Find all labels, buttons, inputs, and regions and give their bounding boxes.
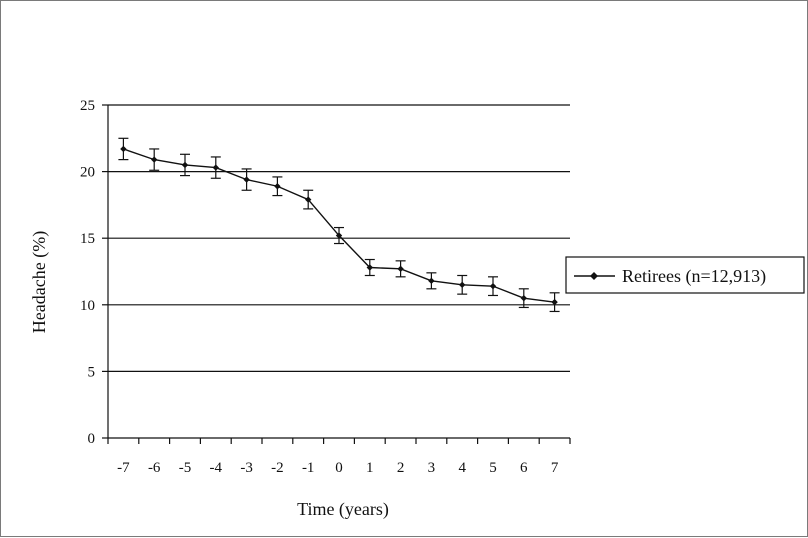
y-tick-label-0: 0 [88, 431, 96, 447]
data-point-marker [551, 298, 558, 306]
x-tick-label--2: -2 [271, 460, 284, 476]
axes [107, 105, 570, 439]
y-tick-label-15: 15 [80, 231, 95, 247]
x-tick-label--6: -6 [148, 460, 161, 476]
x-tick-label--7: -7 [117, 460, 130, 476]
data-point-marker [151, 156, 158, 163]
data-point-marker [212, 164, 219, 171]
x-tick-label-4: 4 [458, 460, 466, 476]
data-point-marker [120, 145, 127, 153]
data-point-marker [243, 176, 250, 183]
y-tick-label-5: 5 [88, 364, 96, 380]
y-axis-label: Headache (%) [29, 231, 50, 333]
data-point-marker [181, 161, 189, 169]
x-tick-label--1: -1 [302, 460, 315, 476]
y-ticks: 0 5 10 15 20 25 [80, 98, 108, 447]
data-point-marker [366, 264, 373, 271]
series-layer [118, 137, 560, 313]
x-ticks: -7 -6 -5 -4 -3 -2 -1 0 1 2 3 4 5 6 7 [107, 438, 571, 476]
legend-box [565, 256, 805, 294]
x-tick-label-3: 3 [428, 460, 436, 476]
legend: Retirees (n=12,913) [565, 256, 805, 294]
x-tick-label-0: 0 [335, 460, 343, 476]
x-tick-label-7: 7 [551, 460, 559, 476]
legend-marker [590, 272, 598, 280]
x-tick-label-5: 5 [489, 460, 497, 476]
y-tick-label-10: 10 [80, 298, 95, 314]
data-point-marker [459, 281, 466, 289]
data-point-marker [397, 265, 404, 273]
x-tick-label--3: -3 [240, 460, 253, 476]
data-point-marker [520, 294, 527, 302]
data-point-marker [428, 277, 435, 285]
y-tick-label-25: 25 [80, 98, 95, 114]
legend-label: Retirees (n=12,913) [622, 266, 766, 287]
data-point-marker [335, 232, 343, 239]
data-point-marker [305, 196, 312, 203]
x-tick-label-6: 6 [520, 460, 528, 476]
data-point-marker [489, 282, 497, 290]
x-tick-label-1: 1 [366, 460, 374, 476]
data-point-marker [274, 183, 281, 190]
y-tick-label-20: 20 [80, 165, 95, 181]
x-tick-label--4: -4 [210, 460, 223, 476]
x-tick-label-2: 2 [397, 460, 405, 476]
x-tick-label--5: -5 [179, 460, 192, 476]
x-axis-label: Time (years) [297, 499, 389, 520]
